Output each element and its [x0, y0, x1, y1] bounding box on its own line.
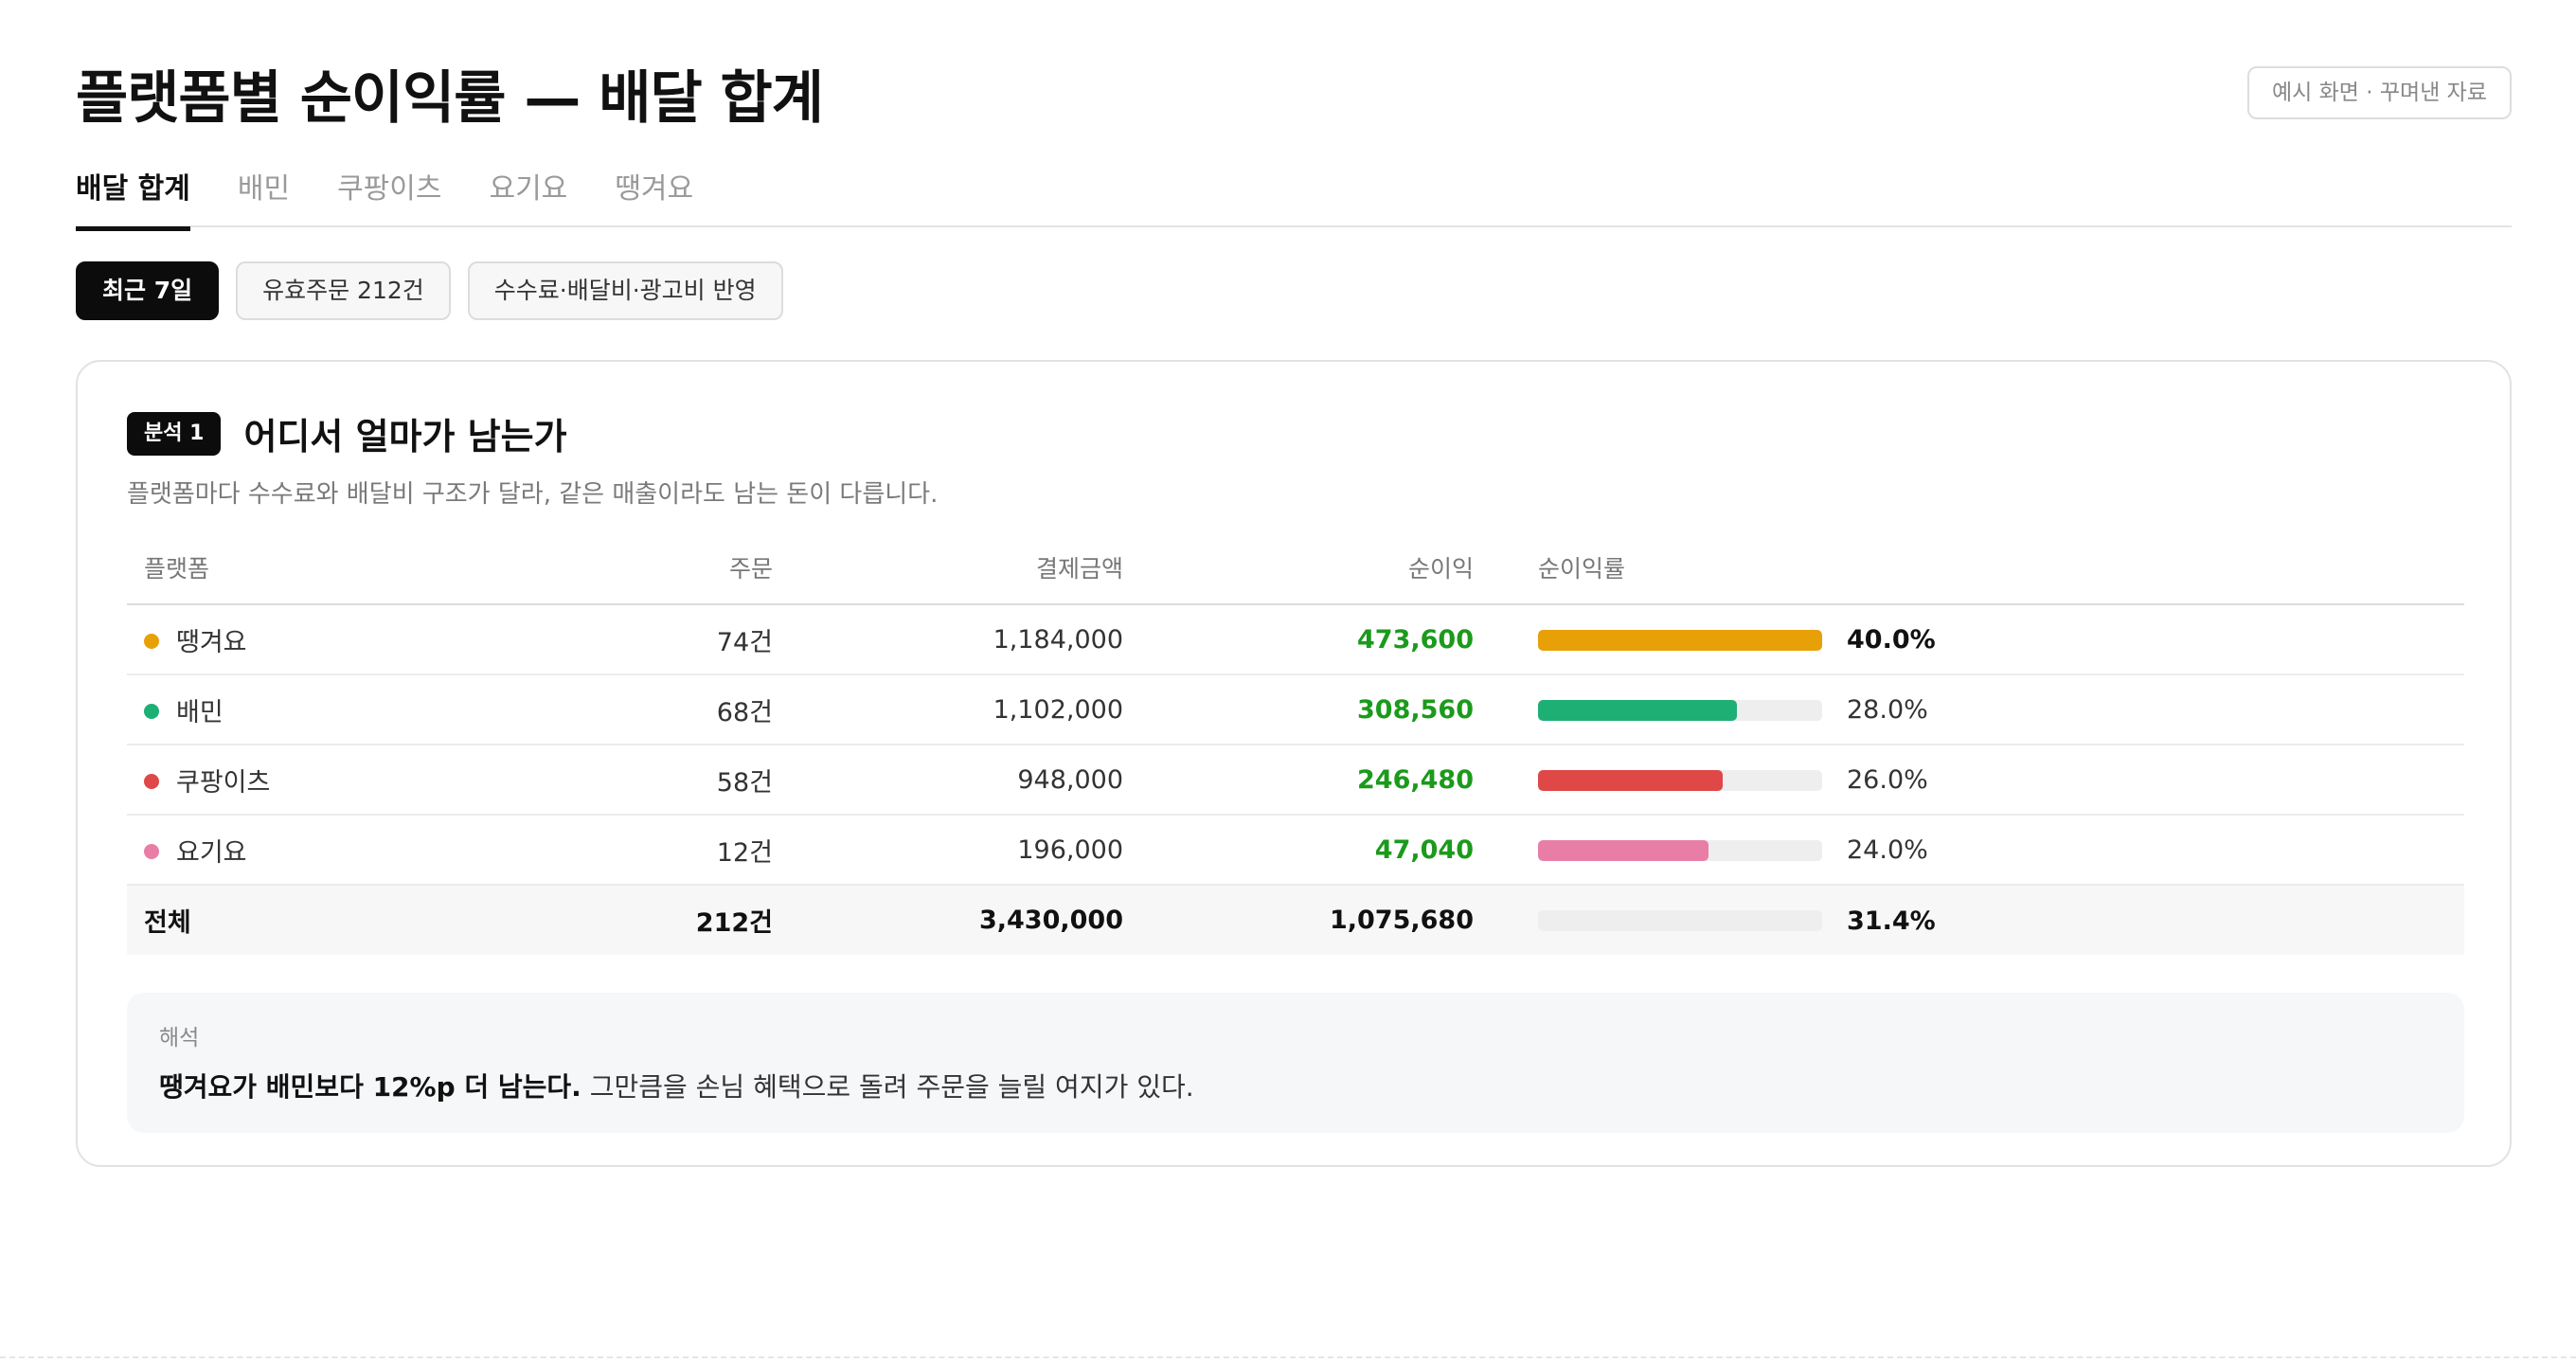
profit-cell: 47,040	[1140, 815, 1491, 886]
platform-color-dot	[144, 634, 159, 649]
note-text: 땡겨요가 배민보다 12%p 더 남는다. 그만큼을 손님 혜택으로 돌려 주문…	[159, 1067, 2432, 1104]
table-row: 요기요 12건 196,000 47,040 24.0%	[127, 815, 2464, 886]
payment-cell: 1,102,000	[790, 674, 1140, 745]
payment-cell: 948,000	[790, 745, 1140, 816]
orders-cell: 68건	[657, 674, 790, 745]
profit-table: 플랫폼 주문 결제금액 순이익 순이익률 땡겨요 74건 1,184,000 473,…	[127, 530, 2464, 955]
tab-yogiyo[interactable]: 요기요	[489, 172, 568, 206]
note-body: 그만큼을 손님 혜택으로 돌려 주문을 늘릴 여지가 있다.	[581, 1071, 1194, 1103]
col-orders: 주문	[657, 530, 790, 605]
note-label: 해석	[159, 1026, 200, 1050]
col-platform: 플랫폼	[127, 530, 657, 605]
tab-ttaenggyeoyo[interactable]: 땡겨요	[615, 172, 694, 206]
report-page: 플랫폼별 순이익률 — 배달 합계 예시 화면 · 꾸며낸 자료 배달 합계 배…	[76, 53, 2512, 1167]
total-rate-label: 31.4%	[1847, 906, 1936, 936]
platform-cell: 배민	[127, 674, 657, 745]
rate-label: 28.0%	[1847, 695, 1928, 725]
rate-cell: 28.0%	[1491, 674, 2464, 745]
analysis-title: 어디서 얼마가 남는가	[243, 416, 567, 458]
filter-chips: 최근 7일 유효주문 212건 수수료·배달비·광고비 반영	[76, 261, 2512, 320]
profit-cell: 473,600	[1140, 604, 1491, 675]
col-profit: 순이익	[1140, 530, 1491, 605]
orders-cell: 58건	[657, 745, 790, 816]
orders-cell: 74건	[657, 604, 790, 675]
table-row: 배민 68건 1,102,000 308,560 28.0%	[127, 674, 2464, 745]
header: 플랫폼별 순이익률 — 배달 합계 예시 화면 · 꾸며낸 자료	[76, 53, 2512, 144]
total-payment: 3,430,000	[790, 885, 1140, 955]
rate-cell: 40.0%	[1491, 604, 2464, 675]
interpretation-note: 해석 땡겨요가 배민보다 12%p 더 남는다. 그만큼을 손님 혜택으로 돌려…	[127, 993, 2464, 1133]
rate-bar	[1538, 699, 1822, 721]
rate-bar-fill	[1538, 629, 1822, 651]
platform-cell: 쿠팡이츠	[127, 745, 657, 816]
page-title: 플랫폼별 순이익률 — 배달 합계	[76, 65, 824, 132]
rate-bar	[1538, 769, 1822, 791]
payment-cell: 196,000	[790, 815, 1140, 886]
payment-cell: 1,184,000	[790, 604, 1140, 675]
platform-color-dot	[144, 704, 159, 719]
rate-bar-fill	[1538, 699, 1737, 721]
orders-cell: 12건	[657, 815, 790, 886]
tab-delivery-total[interactable]: 배달 합계	[76, 161, 190, 231]
total-rate-cell: 31.4%	[1491, 885, 2464, 955]
platform-name: 쿠팡이츠	[176, 767, 271, 798]
period-chip[interactable]: 최근 7일	[76, 261, 220, 320]
cost-basis-chip: 수수료·배달비·광고비 반영	[467, 261, 783, 320]
platform-name: 배민	[176, 697, 224, 727]
platform-cell: 땡겨요	[127, 604, 657, 675]
rate-bar-fill	[1538, 769, 1723, 791]
rate-bar	[1538, 910, 1822, 931]
total-profit: 1,075,680	[1140, 885, 1491, 955]
col-rate: 순이익률	[1491, 530, 2464, 605]
platform-name: 요기요	[176, 837, 247, 868]
table-total-row: 전체 212건 3,430,000 1,075,680 31.4%	[127, 885, 2464, 955]
rate-bar	[1538, 839, 1822, 861]
table-row: 땡겨요 74건 1,184,000 473,600 40.0%	[127, 604, 2464, 675]
rate-cell: 24.0%	[1491, 815, 2464, 886]
platform-name: 땡겨요	[176, 627, 247, 657]
rate-cell: 26.0%	[1491, 745, 2464, 816]
col-payment: 결제금액	[790, 530, 1140, 605]
bottom-divider	[0, 1356, 2576, 1358]
order-count-chip: 유효주문 212건	[236, 261, 451, 320]
table-header-row: 플랫폼 주문 결제금액 순이익 순이익률	[127, 530, 2464, 605]
profit-cell: 246,480	[1140, 745, 1491, 816]
rate-label: 24.0%	[1847, 835, 1928, 865]
table-row: 쿠팡이츠 58건 948,000 246,480 26.0%	[127, 745, 2464, 816]
rate-bar-fill	[1538, 839, 1708, 861]
total-orders: 212건	[657, 885, 790, 955]
rate-bar	[1538, 629, 1822, 651]
platform-cell: 요기요	[127, 815, 657, 886]
platform-color-dot	[144, 774, 159, 789]
platform-tabs: 배달 합계 배민 쿠팡이츠 요기요 땡겨요	[76, 161, 2512, 231]
analysis-card: 분석 1 어디서 얼마가 남는가 플랫폼마다 수수료와 배달비 구조가 달라, …	[76, 360, 2512, 1167]
tab-coupang-eats[interactable]: 쿠팡이츠	[337, 172, 442, 206]
sample-data-badge: 예시 화면 · 꾸며낸 자료	[2247, 66, 2512, 119]
total-label: 전체	[127, 885, 657, 955]
rate-label: 26.0%	[1847, 765, 1928, 795]
platform-color-dot	[144, 844, 159, 859]
analysis-subtitle: 플랫폼마다 수수료와 배달비 구조가 달라, 같은 매출이라도 남는 돈이 다릅…	[127, 480, 939, 509]
rate-label: 40.0%	[1847, 625, 1936, 655]
analysis-header: 분석 1 어디서 얼마가 남는가	[127, 407, 2460, 459]
profit-cell: 308,560	[1140, 674, 1491, 745]
analysis-tag: 분석 1	[127, 411, 222, 456]
tab-baemin[interactable]: 배민	[237, 172, 291, 206]
note-highlight: 땡겨요가 배민보다 12%p 더 남는다.	[159, 1071, 581, 1103]
